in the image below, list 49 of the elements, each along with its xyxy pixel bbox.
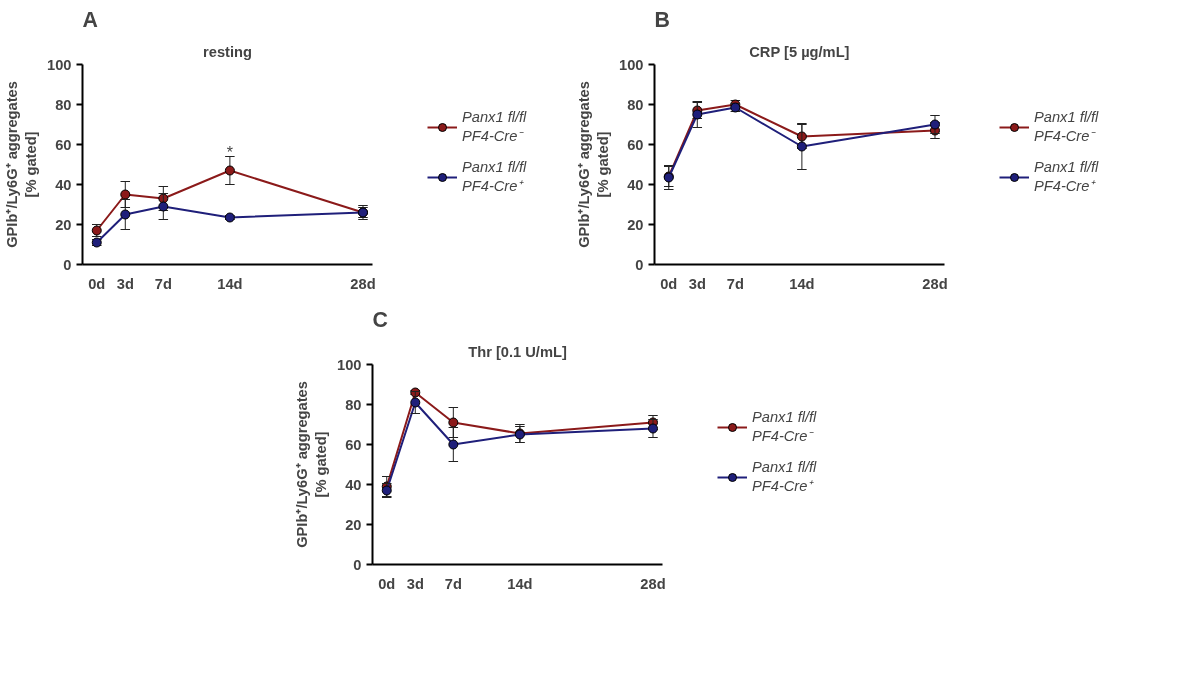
y-tick-label: 80 (55, 96, 72, 113)
legend-label: Panx1 fl/fl PF4-Cre⁺ (462, 159, 527, 195)
x-tick-label: 0d (660, 275, 678, 292)
x-tick-label: 7d (726, 275, 744, 292)
legend-label: Panx1 fl/fl PF4-Cre⁻ (462, 109, 527, 145)
y-tick-label: 20 (345, 516, 362, 533)
y-tick-label: 60 (627, 136, 644, 153)
chart-title: resting (203, 43, 252, 60)
text: C (372, 307, 388, 332)
x-tick-label: 14d (507, 575, 533, 592)
x-tick-label: 0d (378, 575, 396, 592)
y-tick-label: 100 (337, 356, 362, 373)
x-tick-label: 14d (789, 275, 815, 292)
chart-title: CRP [5 µg/mL] (749, 43, 850, 60)
x-tick-label: 7d (444, 575, 462, 592)
text: B (654, 7, 670, 32)
y-tick-label: 100 (619, 56, 644, 73)
legend-label: Panx1 fl/fl PF4-Cre⁻ (752, 409, 817, 445)
y-tick-label: 0 (635, 256, 644, 273)
y-tick-label: 100 (47, 56, 72, 73)
x-tick-label: 28d (350, 275, 376, 292)
y-tick-label: 40 (627, 176, 644, 193)
legend-label: Panx1 fl/fl PF4-Cre⁻ (1034, 109, 1099, 145)
x-tick-label: 3d (688, 275, 706, 292)
x-tick-label: 14d (217, 275, 243, 292)
y-tick-label: 40 (55, 176, 72, 193)
y-tick-label: 20 (627, 216, 644, 233)
y-tick-label: 60 (345, 436, 362, 453)
y-tick-label: 0 (353, 556, 362, 573)
legend-label: Panx1 fl/fl PF4-Cre⁺ (752, 459, 817, 495)
y-tick-label: 60 (55, 136, 72, 153)
y-axis-title: GPIb⁺/Ly6G⁺ aggregates [% gated] (293, 381, 330, 548)
x-tick-label: 28d (922, 275, 948, 292)
y-tick-label: 80 (345, 396, 362, 413)
y-tick-label: 0 (63, 256, 72, 273)
x-tick-label: 7d (154, 275, 172, 292)
x-tick-label: 3d (406, 575, 424, 592)
y-axis-title: GPIb⁺/Ly6G⁺ aggregates [% gated] (3, 81, 40, 248)
y-tick-label: 20 (55, 216, 72, 233)
chart-title: Thr [0.1 U/mL] (468, 343, 567, 360)
x-tick-label: 28d (640, 575, 666, 592)
x-tick-label: 3d (116, 275, 134, 292)
y-axis-title: GPIb⁺/Ly6G⁺ aggregates [% gated] (575, 81, 612, 248)
annotation: * (226, 144, 233, 161)
y-tick-label: 80 (627, 96, 644, 113)
x-tick-label: 0d (88, 275, 106, 292)
text: A (82, 7, 98, 32)
y-tick-label: 40 (345, 476, 362, 493)
legend-label: Panx1 fl/fl PF4-Cre⁺ (1034, 159, 1099, 195)
